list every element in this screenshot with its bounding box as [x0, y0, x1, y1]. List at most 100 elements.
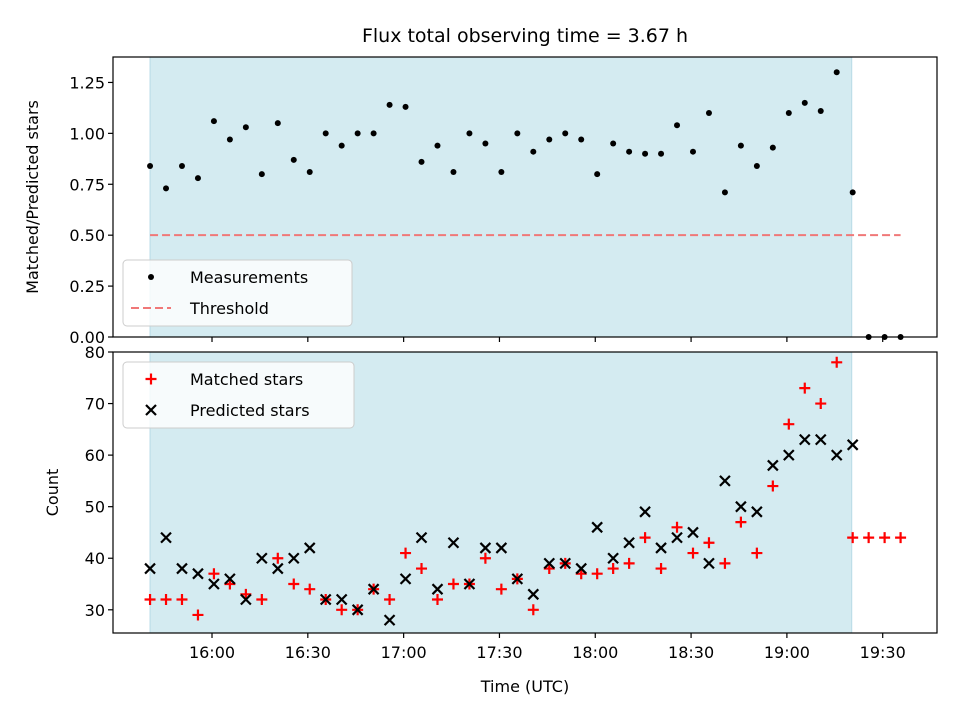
legend-box [122, 259, 353, 327]
data-point [863, 532, 875, 544]
data-point [335, 593, 348, 606]
data-point [447, 578, 459, 590]
data-point [303, 542, 316, 554]
x-tick-label: 19:30 [860, 643, 906, 662]
legend-marker [145, 404, 157, 416]
data-point [655, 563, 667, 575]
data-point [642, 150, 649, 157]
data-point [258, 171, 265, 178]
data-point [719, 475, 731, 487]
data-point [431, 593, 443, 605]
data-point [639, 506, 651, 518]
y-tick-label: 70 [85, 395, 105, 414]
data-point [272, 552, 284, 564]
legend-marker [145, 373, 157, 385]
data-point [208, 578, 220, 590]
data-point [495, 542, 508, 554]
y-tick-label: 0.50 [69, 226, 105, 245]
data-point [384, 593, 396, 605]
data-point [466, 130, 473, 137]
y-tick-label: 1.00 [69, 124, 105, 143]
data-point [176, 562, 188, 575]
data-point [527, 588, 540, 601]
data-point [416, 563, 428, 575]
data-point [399, 573, 412, 585]
data-point [671, 531, 683, 544]
data-point [721, 189, 728, 196]
data-point [607, 563, 619, 575]
data-point [351, 604, 364, 616]
legend-label: Matched stars [190, 370, 303, 389]
data-point [626, 148, 633, 155]
data-point [799, 382, 811, 394]
data-point [163, 185, 170, 192]
data-point [562, 130, 569, 137]
data-point [208, 568, 220, 580]
series-measurements [147, 69, 904, 340]
data-point [338, 142, 345, 149]
data-point [402, 103, 409, 110]
y-axis-label: Count [43, 469, 62, 517]
data-point [703, 537, 715, 549]
data-point [703, 557, 715, 570]
chart-title: Flux total observing time = 3.67 h [362, 25, 688, 47]
legend-marker [148, 274, 154, 280]
x-tick-label: 18:30 [668, 643, 714, 662]
data-point [322, 130, 329, 137]
y-tick-label: 50 [85, 498, 105, 517]
data-point [226, 136, 233, 143]
data-point [623, 536, 635, 549]
y-tick-label: 60 [85, 446, 105, 465]
data-point [591, 521, 603, 534]
data-point [482, 140, 489, 147]
data-point [639, 532, 651, 544]
data-point [767, 459, 779, 472]
data-point [495, 583, 507, 595]
x-tick-label: 18:00 [572, 643, 618, 662]
data-point [479, 552, 491, 564]
x-axis-label: Time (UTC) [480, 677, 569, 696]
data-point [178, 162, 185, 169]
data-point [192, 567, 204, 580]
data-point [783, 449, 795, 461]
legend-label: Measurements [190, 268, 308, 287]
data-point [383, 614, 396, 626]
y-tick-label: 0.00 [69, 328, 105, 347]
data-point [879, 532, 891, 544]
data-point [434, 142, 441, 149]
axes-frame [112, 351, 938, 634]
axes-frame [112, 56, 938, 338]
data-point [336, 604, 348, 616]
data-point [144, 562, 156, 575]
data-point [846, 439, 859, 451]
data-point [450, 169, 457, 176]
data-point [160, 531, 172, 544]
data-point [895, 532, 907, 544]
legend-label: Threshold [189, 299, 269, 318]
data-point [833, 69, 840, 76]
y-tick-label: 0.75 [69, 175, 105, 194]
data-point [290, 156, 297, 163]
data-point [735, 516, 747, 528]
data-point [431, 583, 444, 595]
y-tick-label: 80 [85, 343, 105, 362]
data-point [287, 552, 300, 565]
data-point [192, 609, 204, 621]
data-point [798, 433, 811, 446]
data-point [814, 433, 827, 446]
y-tick-label: 30 [85, 601, 105, 620]
data-point [815, 398, 827, 410]
data-point [830, 449, 843, 461]
data-point [623, 557, 635, 569]
data-point [831, 356, 843, 368]
data-point [288, 578, 300, 590]
legend-box [122, 361, 355, 429]
data-point [817, 107, 824, 114]
data-point [400, 547, 412, 559]
data-point [511, 573, 524, 585]
y-tick-label: 1.25 [69, 73, 105, 92]
data-point [147, 162, 154, 169]
x-tick-label: 19:00 [764, 643, 810, 662]
data-point [210, 118, 217, 125]
